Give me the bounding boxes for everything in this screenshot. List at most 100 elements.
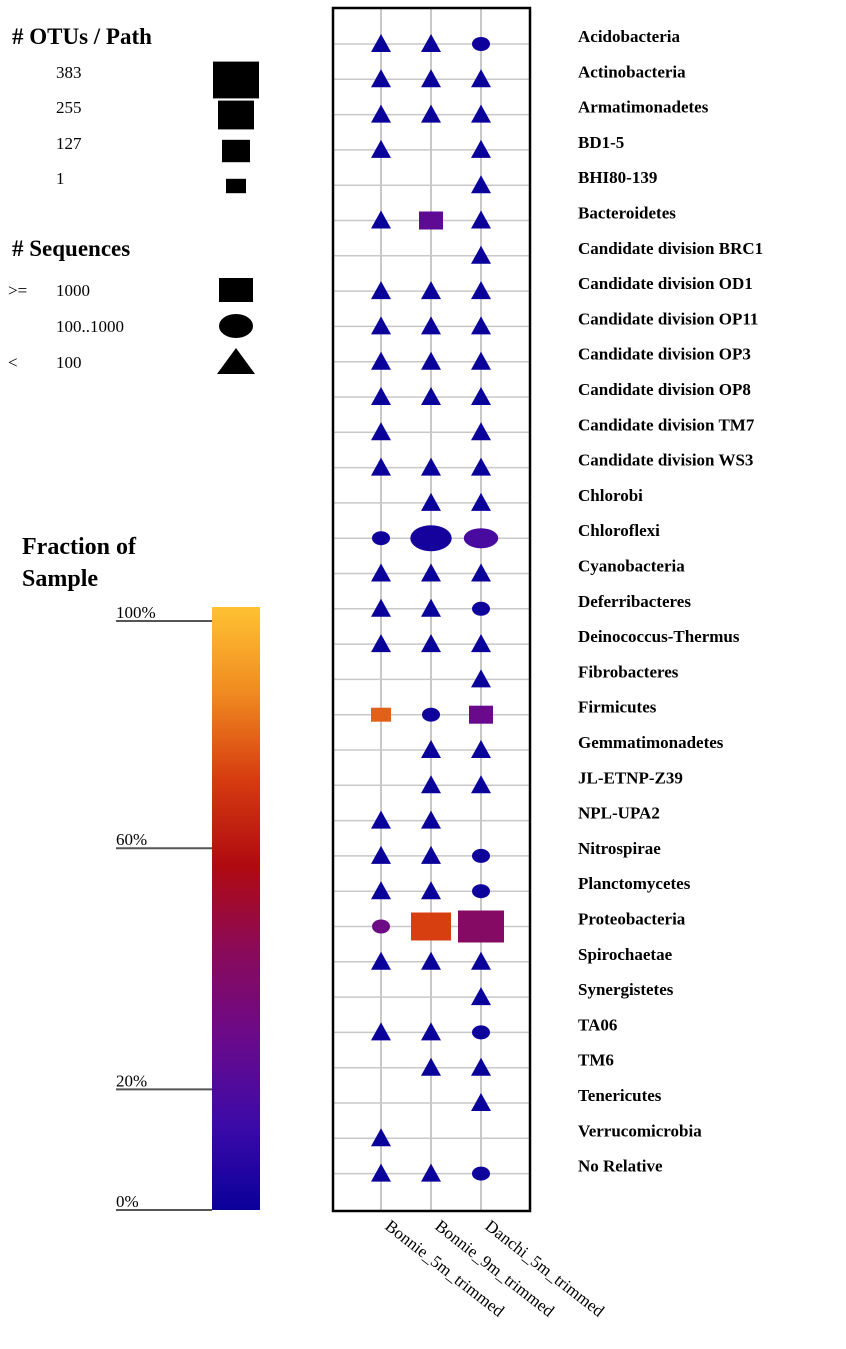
scale-tick-label: 20% bbox=[116, 1071, 147, 1090]
phylum-label: Candidate division OP3 bbox=[578, 345, 751, 364]
phylum-label: TM6 bbox=[578, 1051, 614, 1070]
triangle-marker bbox=[421, 351, 441, 370]
triangle-marker bbox=[471, 210, 491, 229]
phylum-label: Cyanobacteria bbox=[578, 557, 685, 576]
square-marker bbox=[371, 707, 391, 722]
matrix-points bbox=[371, 34, 504, 1182]
scale-tick-label: 100% bbox=[116, 603, 156, 622]
otus-legend-label: 383 bbox=[56, 63, 82, 82]
sample-labels: Bonnie_5m_trimmedBonnie_9m_trimmedDanchi… bbox=[382, 1216, 609, 1321]
sequences-legend-circle bbox=[219, 314, 253, 338]
sequences-legend-square bbox=[219, 278, 253, 302]
circle-marker bbox=[372, 919, 390, 934]
triangle-marker bbox=[371, 422, 391, 441]
sequences-legend: >= 1000 100..1000 < 100 bbox=[8, 278, 255, 374]
triangle-marker bbox=[421, 104, 441, 123]
triangle-marker bbox=[421, 457, 441, 476]
phylum-label: BD1-5 bbox=[578, 133, 624, 152]
triangle-marker bbox=[471, 104, 491, 123]
square-marker bbox=[469, 705, 493, 724]
triangle-marker bbox=[421, 951, 441, 970]
scale-tick-label: 60% bbox=[116, 830, 147, 849]
triangle-marker bbox=[371, 1022, 391, 1041]
otus-legend-label: 255 bbox=[56, 98, 82, 117]
phylum-label: Tenericutes bbox=[578, 1086, 662, 1105]
triangle-marker bbox=[471, 634, 491, 653]
triangle-marker bbox=[371, 881, 391, 900]
sequences-legend-triangle bbox=[217, 348, 255, 374]
circle-marker bbox=[372, 531, 390, 546]
triangle-marker bbox=[421, 387, 441, 405]
otus-legend-square bbox=[222, 139, 250, 163]
phylum-labels: Acidobacteria Actinobacteria Armatimonadet… bbox=[578, 27, 763, 1176]
triangle-marker bbox=[421, 810, 441, 829]
sequences-legend-label: 1000 bbox=[56, 281, 90, 300]
phylum-label: Fibrobacteres bbox=[578, 662, 679, 681]
triangle-marker bbox=[371, 387, 391, 405]
triangle-marker bbox=[421, 1163, 441, 1182]
phylum-label: Candidate division OD1 bbox=[578, 274, 753, 293]
phylum-label: Actinobacteria bbox=[578, 62, 686, 81]
otus-legend-square bbox=[226, 178, 246, 194]
otus-legend-square bbox=[218, 100, 254, 130]
triangle-marker bbox=[471, 281, 491, 300]
phylum-label: BHI80-139 bbox=[578, 168, 657, 187]
circle-marker bbox=[472, 601, 490, 616]
phylum-label: TA06 bbox=[578, 1015, 617, 1034]
triangle-marker bbox=[471, 422, 491, 441]
triangle-marker bbox=[421, 563, 441, 582]
fraction-color-scale bbox=[212, 607, 260, 1210]
square-marker bbox=[411, 912, 451, 941]
triangle-marker bbox=[371, 598, 391, 617]
phylum-label: Verrucomicrobia bbox=[578, 1121, 702, 1140]
triangle-marker bbox=[421, 69, 441, 88]
phylum-label: Candidate division OP11 bbox=[578, 309, 758, 328]
triangle-marker bbox=[421, 881, 441, 900]
triangle-marker bbox=[371, 351, 391, 370]
triangle-marker bbox=[371, 34, 391, 52]
sequences-legend-operator: >= bbox=[8, 281, 27, 300]
phylum-label: Firmicutes bbox=[578, 698, 657, 717]
phylum-label: Bacteroidetes bbox=[578, 204, 676, 223]
triangle-marker bbox=[471, 563, 491, 582]
fraction-legend-title-line2: Sample bbox=[22, 566, 98, 592]
circle-marker bbox=[410, 525, 452, 552]
triangle-marker bbox=[371, 634, 391, 653]
sequences-legend-title: # Sequences bbox=[12, 236, 130, 261]
phylum-label: Deferribacteres bbox=[578, 592, 691, 611]
phylum-label: Proteobacteria bbox=[578, 910, 686, 929]
phylum-label: Candidate division TM7 bbox=[578, 415, 755, 434]
triangle-marker bbox=[471, 951, 491, 970]
circle-marker bbox=[472, 1166, 490, 1181]
circle-marker bbox=[472, 37, 490, 51]
triangle-marker bbox=[471, 457, 491, 476]
phylum-label: Chloroflexi bbox=[578, 521, 660, 540]
triangle-marker bbox=[371, 69, 391, 88]
phylum-label: Deinococcus-Thermus bbox=[578, 627, 740, 646]
phylum-label: Gemmatimonadetes bbox=[578, 733, 724, 752]
circle-marker bbox=[472, 848, 490, 863]
scale-tick-label: 0% bbox=[116, 1192, 139, 1211]
triangle-marker bbox=[471, 1057, 491, 1076]
phylum-label: Armatimonadetes bbox=[578, 98, 709, 117]
phylum-label: Spirochaetae bbox=[578, 945, 673, 964]
fraction-legend-title-line1: Fraction of bbox=[22, 534, 137, 560]
triangle-marker bbox=[471, 69, 491, 88]
triangle-marker bbox=[371, 810, 391, 829]
phylum-label: Planctomycetes bbox=[578, 874, 691, 893]
phylum-label: Acidobacteria bbox=[578, 27, 680, 46]
triangle-marker bbox=[421, 740, 441, 758]
triangle-marker bbox=[371, 1163, 391, 1182]
otus-legend-square bbox=[213, 61, 259, 99]
square-marker bbox=[458, 910, 504, 943]
triangle-marker bbox=[371, 951, 391, 970]
triangle-marker bbox=[471, 492, 491, 511]
triangle-marker bbox=[471, 245, 491, 264]
fraction-scale-ticks: 100% 60% 20% 0% bbox=[116, 603, 212, 1211]
triangle-marker bbox=[471, 351, 491, 370]
otus-legend: 383 255 127 1 bbox=[56, 61, 259, 194]
triangle-marker bbox=[371, 845, 391, 864]
triangle-marker bbox=[371, 563, 391, 582]
otus-legend-label: 1 bbox=[56, 169, 65, 188]
